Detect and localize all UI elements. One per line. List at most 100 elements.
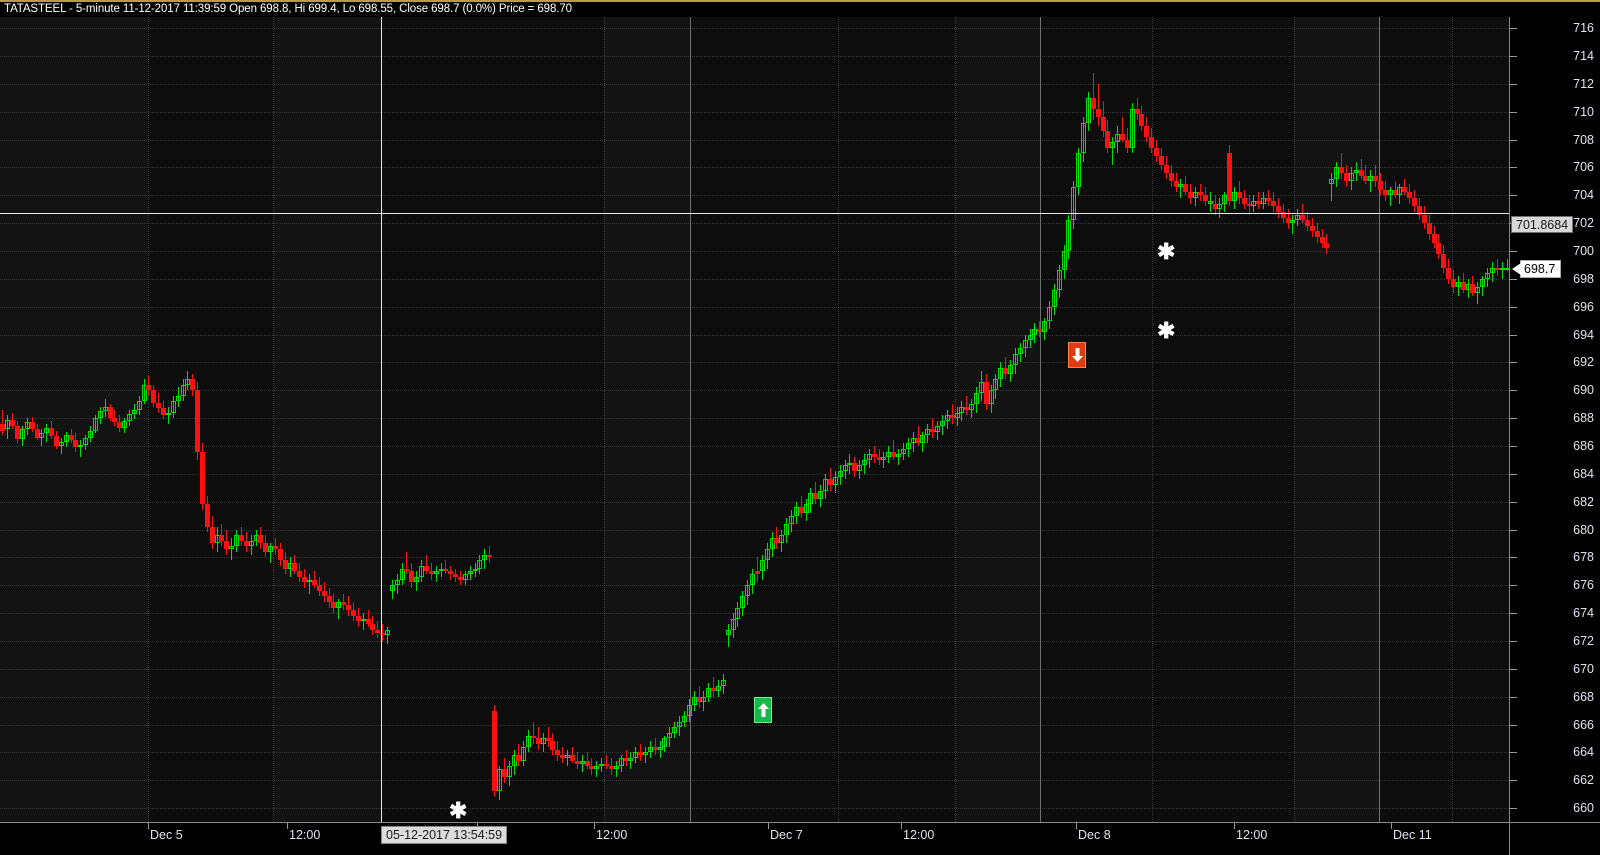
candle-body	[302, 576, 307, 583]
session-band	[604, 17, 690, 822]
candle-body	[268, 546, 273, 552]
candle-body	[609, 766, 614, 770]
candle-body	[419, 565, 424, 577]
candle-wick	[124, 418, 125, 434]
candle-body	[453, 574, 458, 577]
candle-wick	[572, 746, 573, 764]
candle-body	[375, 629, 380, 633]
candle-wick	[991, 384, 992, 413]
candle-body	[1130, 108, 1135, 148]
candle-body	[1359, 170, 1364, 176]
candle-wick	[937, 420, 938, 441]
session-band	[1294, 17, 1379, 822]
candle-wick	[1098, 83, 1099, 126]
candle-wick	[981, 370, 982, 402]
last-price-tag[interactable]: 698.7	[1511, 260, 1562, 279]
candle-body	[1135, 108, 1140, 115]
candle-body	[297, 571, 302, 577]
candle-body	[1174, 181, 1179, 187]
signal-star-2: ✱	[1157, 318, 1176, 343]
candle-body	[127, 413, 132, 421]
price-tick-label: 666	[1573, 717, 1594, 732]
candle-body	[166, 412, 171, 416]
candle-body	[239, 535, 244, 541]
crosshair-price-tag[interactable]: 701.8684	[1511, 215, 1574, 233]
candle-body	[463, 574, 468, 580]
candle-body	[370, 624, 375, 630]
candle-wick	[825, 473, 826, 499]
candle-body	[1013, 354, 1018, 366]
candle-body	[1427, 223, 1432, 235]
candle-body	[1208, 200, 1213, 204]
candle-wick	[864, 454, 865, 474]
crosshair-vertical	[381, 17, 382, 822]
candle-wick	[577, 752, 578, 770]
candle-wick	[1005, 356, 1006, 380]
price-tick-mark	[1510, 557, 1517, 559]
day-separator	[1040, 17, 1041, 822]
price-tick-mark	[1510, 668, 1517, 670]
candle-wick	[441, 562, 442, 577]
gridline-horizontal	[0, 585, 1509, 587]
price-tick-mark	[1510, 752, 1517, 754]
candle-body	[920, 434, 925, 444]
candle-wick	[626, 749, 627, 767]
chart-plot-area[interactable]: ✱ ✱ ✱	[0, 17, 1509, 822]
candle-body	[448, 571, 453, 575]
candle-wick	[859, 459, 860, 480]
candle-body	[1222, 195, 1227, 204]
buy-marker[interactable]	[754, 697, 772, 723]
candle-body	[1057, 270, 1062, 290]
candle-body	[351, 610, 356, 616]
candle-body	[984, 381, 989, 405]
arrow-down-icon	[1071, 348, 1083, 362]
candle-wick	[509, 760, 510, 786]
candle-body	[1251, 200, 1256, 207]
candle-wick	[718, 679, 719, 697]
candle-wick	[932, 418, 933, 438]
candle-body	[1305, 220, 1310, 226]
candle-body	[1373, 175, 1378, 182]
candle-wick	[548, 727, 549, 747]
crosshair-time-tooltip[interactable]: 05-12-2017 13:54:59	[381, 826, 508, 844]
candle-wick	[1068, 214, 1069, 260]
candle-body	[1383, 189, 1388, 196]
candle-wick	[489, 546, 490, 563]
price-tick-label: 688	[1573, 411, 1594, 426]
candle-body	[648, 746, 653, 753]
candle-wick	[684, 710, 685, 728]
candle-wick	[1093, 72, 1094, 121]
price-axis[interactable]: 716 714 712 710 708 706 704 702 700 698 696 694 692 6…	[1509, 17, 1600, 822]
candle-body	[161, 408, 166, 416]
time-tick-label: Dec 7	[770, 828, 803, 842]
candle-body	[692, 696, 697, 705]
candle-body	[93, 418, 98, 431]
candle-wick	[918, 426, 919, 446]
sell-marker[interactable]	[1068, 342, 1086, 368]
candle-body	[1417, 206, 1422, 215]
candle-body	[1256, 200, 1261, 204]
candle-wick	[694, 691, 695, 711]
candle-body	[1066, 220, 1071, 251]
candle-body	[1120, 133, 1125, 140]
price-tick-label: 680	[1573, 522, 1594, 537]
candle-wick	[703, 691, 704, 711]
candle-body	[1217, 203, 1222, 210]
candle-wick	[1468, 278, 1469, 299]
candle-body	[244, 540, 249, 547]
candle-body	[1334, 167, 1339, 179]
price-tick-label: 682	[1573, 494, 1594, 509]
candle-wick	[343, 593, 344, 611]
candle-body	[1096, 108, 1101, 118]
candle-body	[258, 535, 263, 544]
candle-wick	[908, 437, 909, 458]
price-tick-mark	[1510, 501, 1517, 503]
candle-body	[103, 406, 108, 412]
gridline-horizontal	[0, 557, 1509, 559]
candle-body	[765, 549, 770, 561]
candle-wick	[976, 387, 977, 413]
candle-body	[774, 537, 779, 544]
candle-body	[881, 457, 886, 460]
gridline-horizontal	[0, 250, 1509, 252]
